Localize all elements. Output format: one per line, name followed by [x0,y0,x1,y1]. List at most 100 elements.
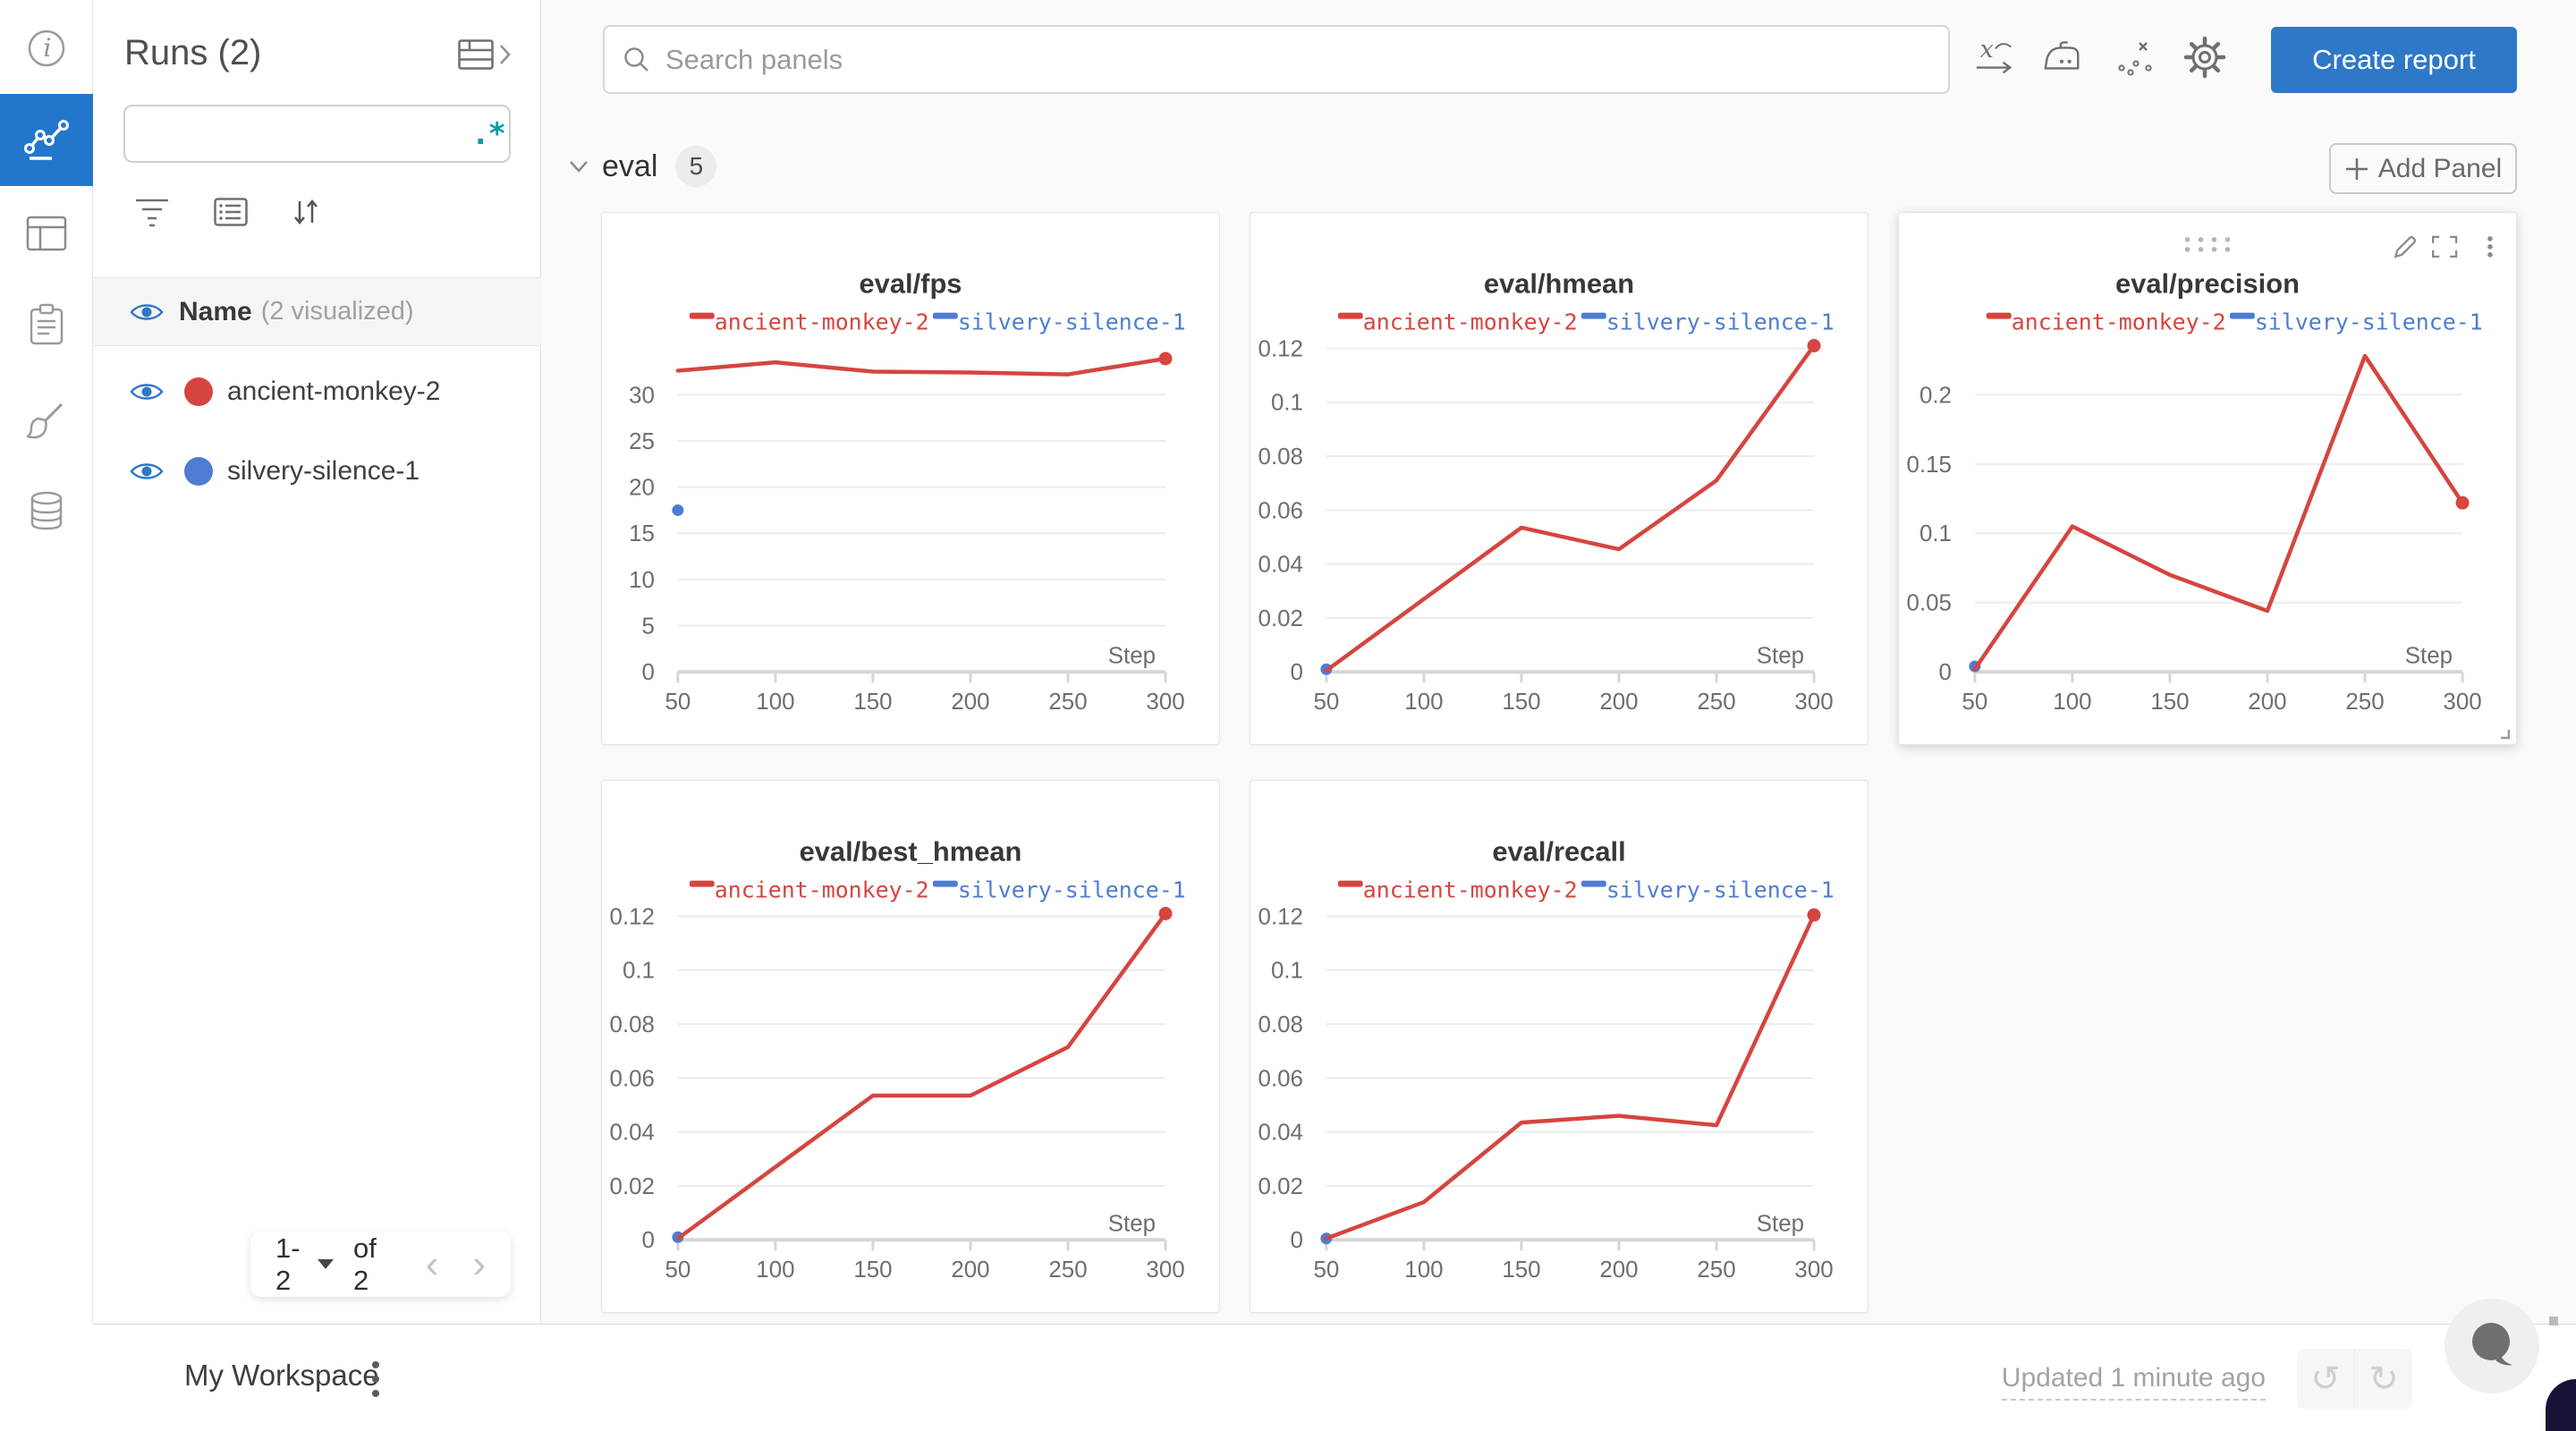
svg-text:200: 200 [951,1257,989,1283]
svg-text:0.06: 0.06 [1258,1066,1303,1091]
sidebar-tab-table[interactable] [0,214,93,253]
last-updated-text[interactable]: Updated 1 minute ago [2001,1363,2266,1401]
undo-redo-group: ↺ ↻ [2297,1349,2412,1409]
gear-icon [2183,36,2226,79]
expand-run-table-button[interactable] [458,39,512,70]
svg-text:0: 0 [642,660,655,685]
svg-text:Step: Step [1108,1211,1156,1236]
section-header[interactable]: eval 5 [568,146,717,187]
eye-icon[interactable] [130,380,164,403]
bottom-bar [0,1324,2576,1431]
runs-sidebar: Runs (2) .* [93,0,541,1325]
list-icon [214,198,248,226]
chat-support-button[interactable] [2445,1299,2539,1393]
scrollbar-thumb[interactable] [2549,1317,2558,1325]
run-table-icon [458,39,494,70]
runs-search-input[interactable] [148,119,471,148]
run-name: ancient-monkey-2 [227,377,441,406]
svg-text:250: 250 [1048,690,1087,715]
svg-text:200: 200 [1599,690,1638,715]
workspace-menu-kebab-icon[interactable] [372,1361,381,1404]
brush-icon [26,402,64,439]
eye-icon[interactable] [130,460,164,483]
svg-text:0.02: 0.02 [1258,1174,1303,1199]
info-icon: i [28,30,65,67]
group-runs-button[interactable] [210,191,251,233]
run-name: silvery-silence-1 [227,456,420,486]
sidebar-tab-overview[interactable]: i [0,29,93,68]
svg-text:0: 0 [642,1228,655,1253]
workspace-name[interactable]: My Workspace [184,1359,379,1392]
eye-icon[interactable] [130,301,164,324]
visualized-count: (2 visualized) [260,297,414,326]
svg-text:150: 150 [1502,690,1540,715]
svg-text:Step: Step [1757,1211,1804,1236]
svg-text:0.05: 0.05 [1907,591,1952,616]
chart-panel-eval-best_hmean[interactable]: eval/best_hmean ancient-monkey-2 silvery-s… [601,780,1220,1313]
svg-text:100: 100 [756,690,794,715]
svg-text:eval/best_hmean: eval/best_hmean [800,836,1022,868]
svg-text:silvery-silence-1: silvery-silence-1 [1606,877,1835,903]
sort-runs-button[interactable] [285,191,326,233]
svg-text:0.1: 0.1 [1919,521,1952,546]
svg-text:0.08: 0.08 [610,1012,655,1037]
svg-text:ancient-monkey-2: ancient-monkey-2 [715,309,929,335]
panel-search-input[interactable] [665,43,1930,76]
svg-text:0.02: 0.02 [610,1174,655,1199]
outliers-settings-button[interactable] [2114,36,2157,79]
chart-panel-eval-fps[interactable]: eval/fps ancient-monkey-2 silvery-silence-… [601,212,1220,745]
svg-text:100: 100 [756,1257,794,1283]
x-axis-icon: x [1976,38,2012,74]
chart-panel-eval-precision[interactable]: eval/precision ancient-monkey-2 silvery-si… [1898,212,2517,745]
sidebar-tab-charts[interactable] [0,94,93,186]
chart-panel-eval-hmean[interactable]: eval/hmean ancient-monkey-2 silvery-silenc… [1250,212,1868,745]
workspace-settings-button[interactable] [2183,36,2226,79]
x-axis-settings-button[interactable]: x [1973,36,2016,79]
iron-icon [2044,41,2080,70]
chat-icon [2472,1323,2512,1366]
svg-text:300: 300 [2443,690,2481,715]
name-column-label: Name [179,296,252,326]
next-page-button[interactable]: › [472,1241,486,1286]
redo-button[interactable]: ↻ [2368,1359,2399,1399]
svg-text:50: 50 [1313,690,1339,715]
svg-text:25: 25 [629,429,655,454]
svg-text:50: 50 [1313,1257,1339,1283]
regex-toggle-icon[interactable]: .* [471,115,506,152]
run-row-silvery-silence-1[interactable]: silvery-silence-1 [93,445,541,497]
sidebar-tab-sweeps[interactable] [0,401,93,440]
filter-runs-button[interactable] [131,191,173,233]
svg-text:150: 150 [853,690,892,715]
page-range[interactable]: 1-2 [275,1232,301,1296]
svg-text:150: 150 [2150,690,2189,715]
svg-text:0.04: 0.04 [1258,553,1303,578]
svg-text:150: 150 [1502,1257,1540,1283]
chart-panel-eval-recall[interactable]: eval/recall ancient-monkey-2 silvery-silen… [1250,780,1868,1313]
create-report-button[interactable]: Create report [2271,27,2517,93]
chevron-down-icon[interactable] [568,159,589,174]
svg-text:ancient-monkey-2: ancient-monkey-2 [1363,309,1578,335]
panel-search-box [603,25,1950,94]
prev-page-button[interactable]: ‹ [425,1241,439,1286]
svg-text:0: 0 [1939,660,1952,685]
run-row-ancient-monkey-2[interactable]: ancient-monkey-2 [93,366,541,418]
svg-text:0.08: 0.08 [1258,1012,1303,1037]
page-size-caret-icon[interactable] [318,1259,334,1269]
smoothing-settings-button[interactable] [2040,36,2083,79]
sort-icon [294,199,318,224]
sidebar-tab-artifacts[interactable] [0,491,93,532]
svg-text:silvery-silence-1: silvery-silence-1 [2255,309,2483,335]
svg-text:Step: Step [2405,643,2453,668]
svg-text:x: x [1980,38,1994,64]
runs-pagination: 1-2 of 2 ‹ › [250,1232,511,1297]
sidebar-tab-logs[interactable] [0,303,93,345]
add-panel-button[interactable]: Add Panel [2329,143,2517,194]
undo-button[interactable]: ↺ [2297,1349,2355,1409]
chart: eval/precision ancient-monkey-2 silvery-si… [1907,235,2511,740]
runs-name-header-row[interactable]: Name (2 visualized) [93,277,541,346]
svg-text:250: 250 [1697,690,1735,715]
svg-text:0: 0 [1291,660,1303,685]
svg-text:20: 20 [629,476,655,501]
svg-text:ancient-monkey-2: ancient-monkey-2 [1363,877,1578,903]
svg-text:0.08: 0.08 [1258,445,1303,470]
